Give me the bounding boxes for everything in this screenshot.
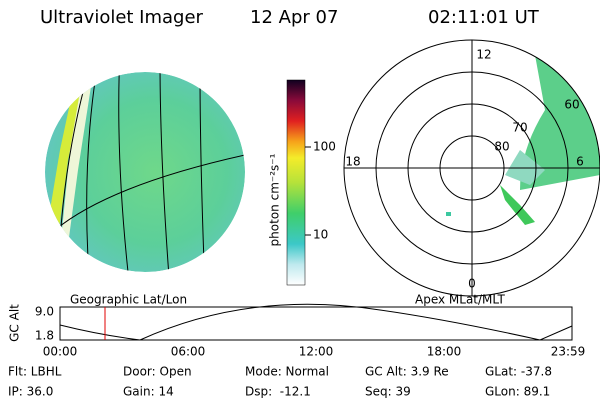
title: Ultraviolet Imager bbox=[40, 7, 204, 28]
lat-label: 60 bbox=[564, 98, 579, 112]
info-field: Gain: 14 bbox=[123, 385, 174, 399]
map-label: Geographic Lat/Lon bbox=[70, 293, 187, 307]
mlt-label: 6 bbox=[576, 155, 584, 169]
alt-x-tick: 06:00 bbox=[171, 345, 206, 359]
date: 12 Apr 07 bbox=[250, 7, 338, 28]
lat-label: 70 bbox=[512, 121, 527, 135]
geographic-image bbox=[45, 72, 245, 272]
alt-x-tick: 23:59 bbox=[551, 345, 586, 359]
alt-y-tick: 9.0 bbox=[35, 305, 54, 319]
info-field: Flt: LBHL bbox=[8, 365, 62, 379]
info-field: Mode: Normal bbox=[245, 365, 329, 379]
time: 02:11:01 UT bbox=[428, 7, 540, 28]
altitude-plot bbox=[59, 303, 573, 341]
info-field: GLon: 89.1 bbox=[485, 385, 550, 399]
alt-x-tick: 00:00 bbox=[43, 345, 78, 359]
mlt-label: 18 bbox=[345, 155, 360, 169]
info-field: Dsp: -12.1 bbox=[245, 385, 311, 399]
alt-x-tick: 12:00 bbox=[299, 345, 334, 359]
alt-x-tick: 18:00 bbox=[427, 345, 462, 359]
info-field: IP: 36.0 bbox=[8, 385, 53, 399]
colorbar-label: photon cm⁻²s⁻¹ bbox=[268, 153, 282, 246]
info-field: GC Alt: 3.9 Re bbox=[365, 365, 449, 379]
mlt-label: 12 bbox=[476, 48, 491, 62]
mlt-label: 0 bbox=[468, 277, 476, 291]
alt-axis-label: GC Alt bbox=[8, 304, 22, 342]
colorbar-tick-label: 10 bbox=[313, 228, 328, 242]
info-field: Door: Open bbox=[123, 365, 192, 379]
info-panel: Flt: LBHL Door: Open Mode: Normal GC Alt: 3… bbox=[8, 365, 552, 399]
lat-label: 80 bbox=[494, 140, 509, 154]
alt-y-tick: 1.8 bbox=[35, 329, 54, 343]
map-label: Apex MLat/MLT bbox=[415, 293, 505, 307]
info-field: Seq: 39 bbox=[365, 385, 411, 399]
colorbar-tick-label: 100 bbox=[313, 140, 336, 154]
polar-image bbox=[343, 39, 600, 297]
info-field: GLat: -37.8 bbox=[485, 365, 552, 379]
colorbar bbox=[286, 79, 306, 286]
